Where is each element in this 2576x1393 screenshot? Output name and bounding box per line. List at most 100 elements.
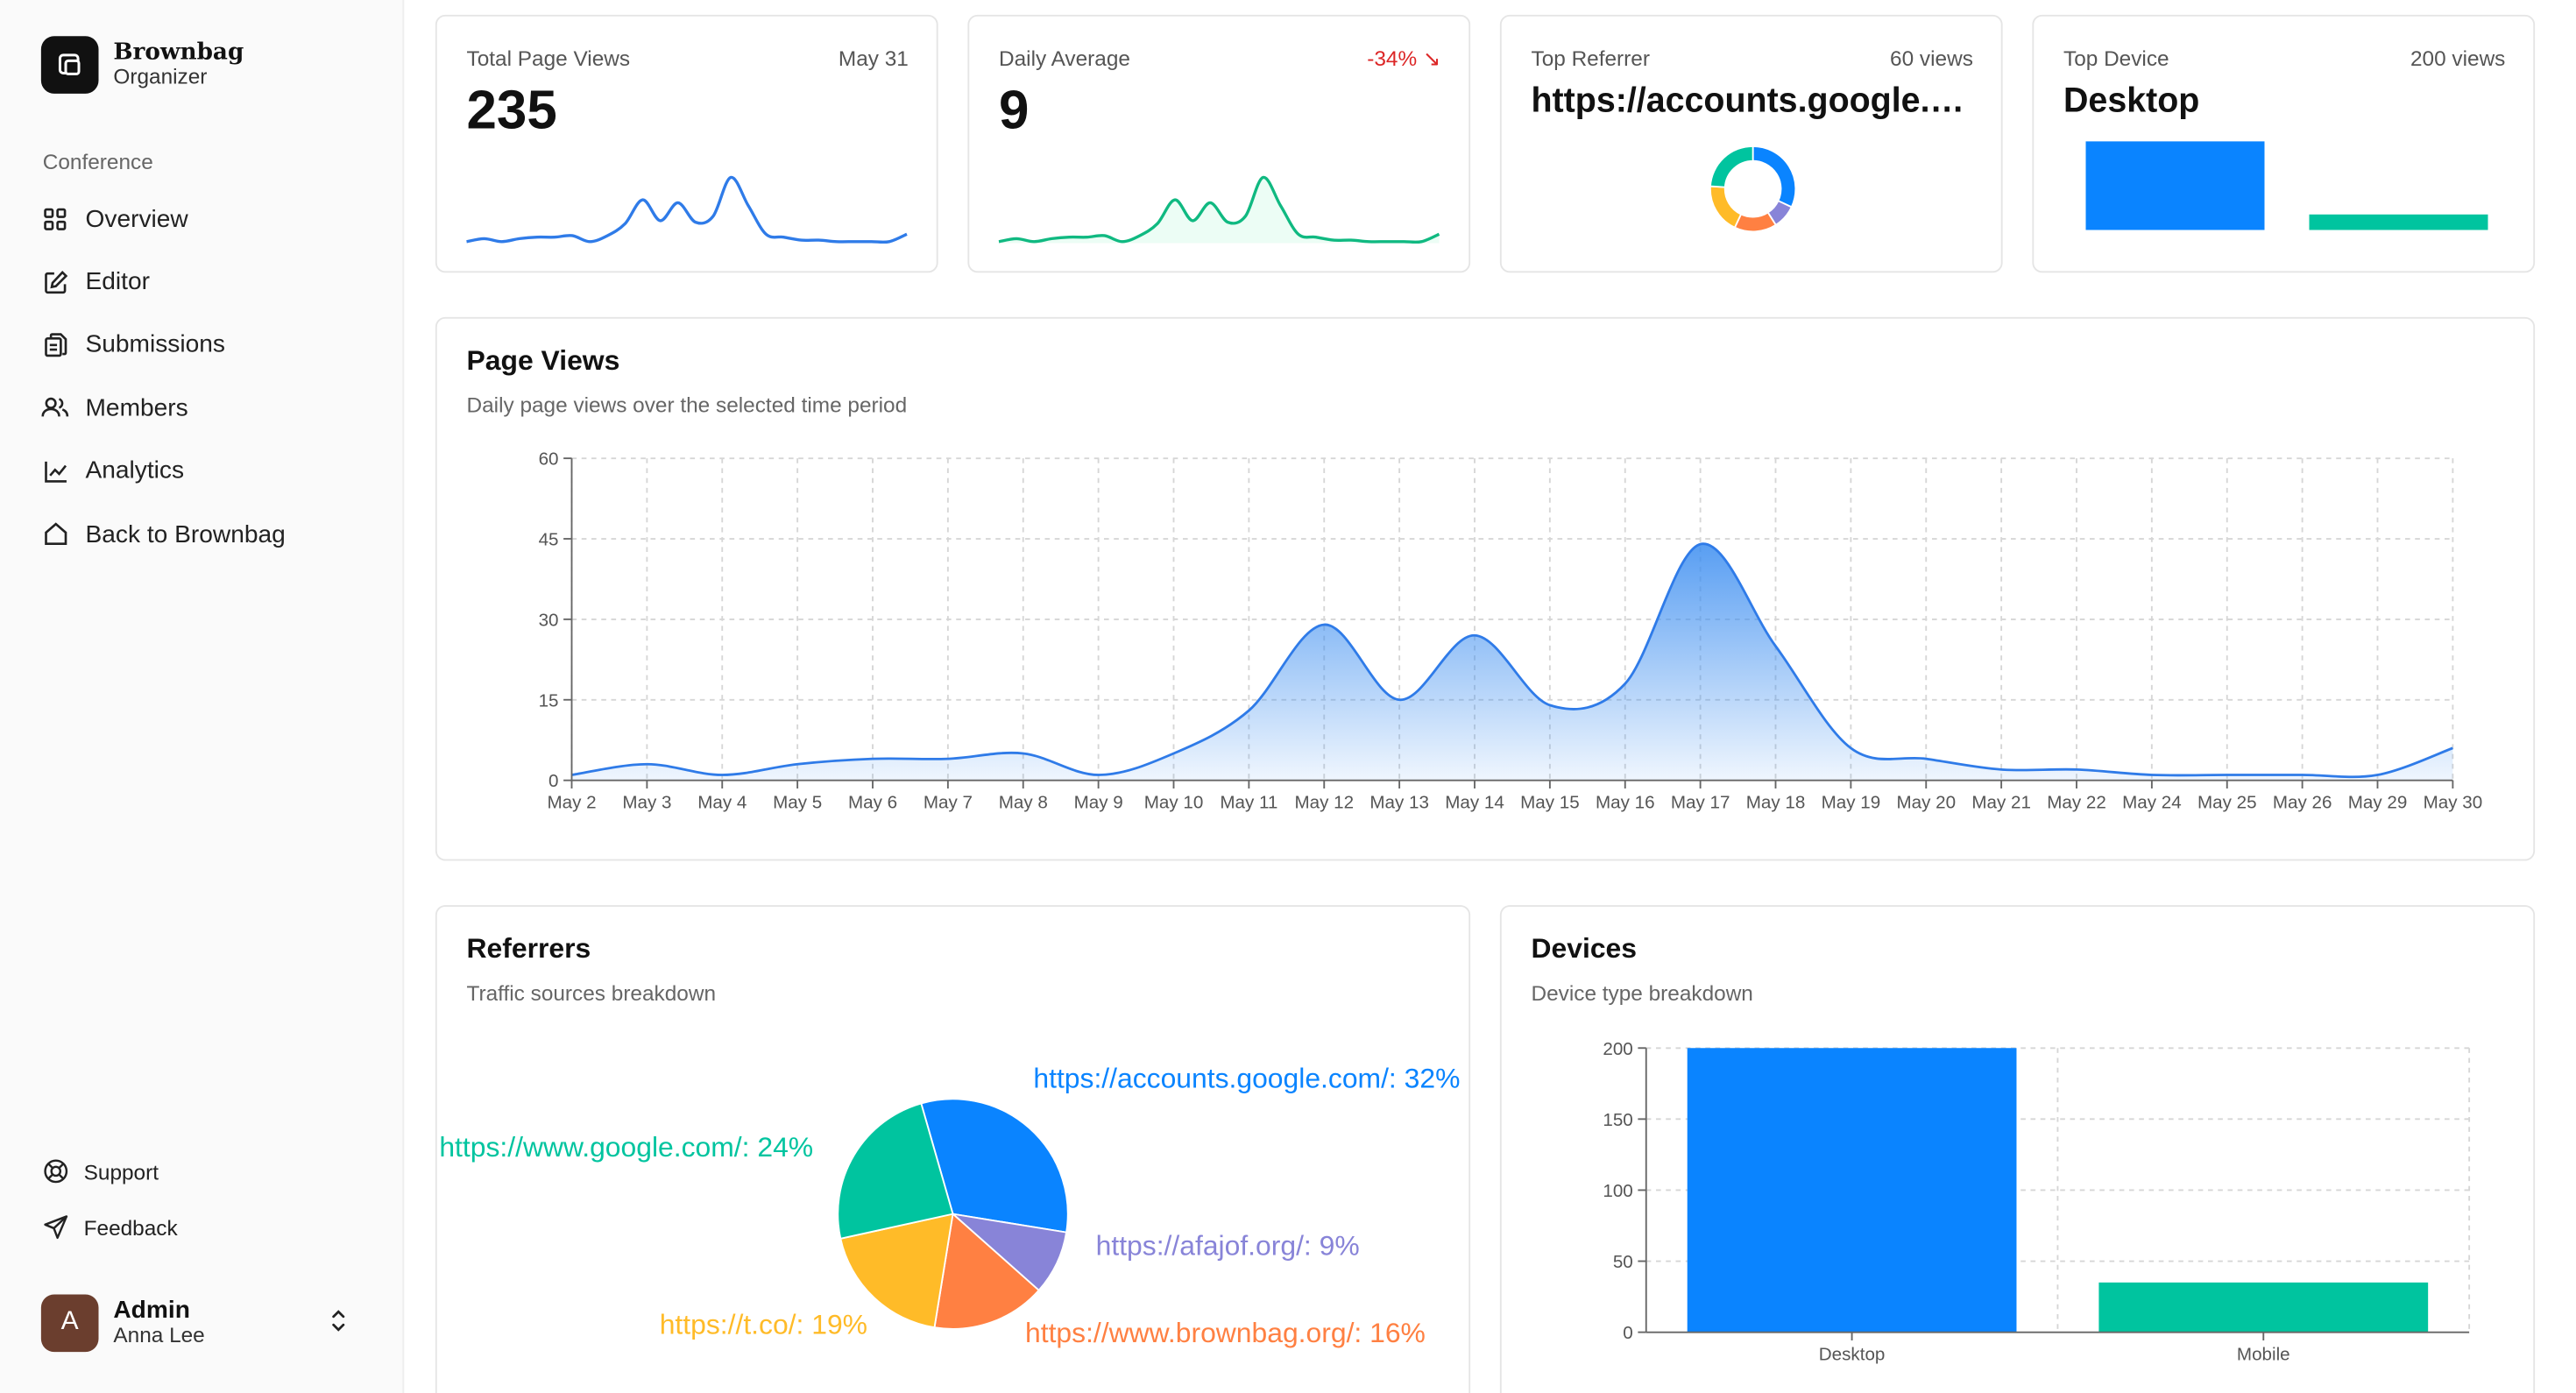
stat-card-total-views: Total Page Views May 31 235 bbox=[435, 14, 938, 273]
brand-subtitle: Organizer bbox=[113, 64, 208, 89]
lifebuoy-icon bbox=[41, 1157, 69, 1185]
x-tick-label: May 11 bbox=[1220, 793, 1277, 813]
y-tick-label: 200 bbox=[1603, 1039, 1632, 1059]
x-tick-label: May 22 bbox=[2047, 793, 2106, 813]
sidebar-item-label: Editor bbox=[85, 267, 150, 296]
x-tick-label: Mobile bbox=[2237, 1345, 2290, 1365]
referrers-card: Referrers Traffic sources breakdown http… bbox=[435, 905, 1471, 1393]
stat-label: Top Device bbox=[2063, 46, 2169, 71]
y-tick-label: 0 bbox=[1623, 1323, 1632, 1343]
y-tick-label: 0 bbox=[548, 771, 558, 791]
x-tick-label: May 29 bbox=[2348, 793, 2408, 813]
area-fill bbox=[571, 543, 2453, 781]
feedback-link[interactable]: Feedback bbox=[41, 1199, 370, 1255]
documents-icon bbox=[41, 331, 69, 359]
y-tick-label: 60 bbox=[539, 449, 559, 470]
chevrons-up-down-icon bbox=[329, 1306, 349, 1344]
x-tick-label: May 9 bbox=[1074, 793, 1123, 813]
devices-card: Devices Device type breakdown 0 50 100 150 2… bbox=[1499, 905, 2536, 1393]
x-tick-label: May 21 bbox=[1971, 793, 2031, 813]
sidebar-item-label: Members bbox=[85, 393, 188, 422]
stat-value: https://accounts.google.com/ bbox=[1531, 81, 1969, 120]
sidebar-nav: Overview Editor bbox=[41, 187, 370, 566]
sidebar-item-analytics[interactable]: Analytics bbox=[41, 440, 370, 503]
y-tick-label: 15 bbox=[539, 690, 559, 711]
pie-label: https://t.co/: 19% bbox=[660, 1309, 867, 1340]
brand-name: Brownbag bbox=[113, 39, 244, 66]
card-subtitle: Device type breakdown bbox=[1531, 980, 1753, 1006]
chart-line-icon bbox=[41, 457, 69, 485]
pie-slice bbox=[920, 1098, 1069, 1234]
stat-label: Total Page Views bbox=[466, 46, 631, 71]
x-tick-label: May 2 bbox=[547, 793, 596, 813]
x-tick-label: May 13 bbox=[1369, 793, 1429, 813]
stat-value: 9 bbox=[999, 79, 1030, 140]
sidebar: Brownbag Organizer Conference Overview bbox=[0, 0, 405, 1393]
brand[interactable]: Brownbag Organizer bbox=[40, 36, 244, 94]
page-views-card: Page Views Daily page views over the sel… bbox=[435, 316, 2536, 861]
x-tick-label: May 25 bbox=[2197, 793, 2257, 813]
feedback-label: Feedback bbox=[83, 1214, 178, 1240]
sidebar-item-overview[interactable]: Overview bbox=[41, 187, 370, 251]
mini-donut bbox=[1709, 145, 1797, 233]
x-tick-label: May 14 bbox=[1445, 793, 1504, 813]
card-subtitle: Daily page views over the selected time … bbox=[466, 392, 908, 418]
x-tick-label: May 18 bbox=[1746, 793, 1806, 813]
donut-segment bbox=[1709, 185, 1743, 229]
home-icon bbox=[41, 520, 69, 548]
pie-slice bbox=[839, 1213, 954, 1329]
stat-meta: 200 views bbox=[2410, 46, 2506, 71]
donut-segment bbox=[1709, 145, 1754, 188]
x-tick-label: May 12 bbox=[1294, 793, 1354, 813]
x-tick-label: May 10 bbox=[1144, 793, 1204, 813]
support-label: Support bbox=[83, 1158, 159, 1184]
y-tick-label: 100 bbox=[1603, 1181, 1632, 1201]
card-title: Page Views bbox=[466, 344, 620, 377]
x-tick-label: May 16 bbox=[1596, 793, 1655, 813]
stat-value: 235 bbox=[466, 79, 557, 140]
user-name: Anna Lee bbox=[113, 1322, 205, 1347]
sidebar-item-editor[interactable]: Editor bbox=[41, 251, 370, 314]
pie-label: https://afajof.org/: 9% bbox=[1096, 1230, 1360, 1262]
x-tick-label: May 4 bbox=[697, 793, 747, 813]
send-icon bbox=[41, 1213, 69, 1241]
y-tick-label: 150 bbox=[1603, 1110, 1632, 1130]
stat-card-top-referrer: Top Referrer 60 views https://accounts.g… bbox=[1499, 14, 2003, 273]
pie-label: https://accounts.google.com/: 32% bbox=[1033, 1062, 1460, 1093]
y-tick-label: 30 bbox=[539, 610, 559, 630]
stat-card-daily-average: Daily Average -34% ↘ 9 bbox=[967, 14, 1471, 273]
sidebar-item-back[interactable]: Back to Brownbag bbox=[41, 503, 370, 566]
bar bbox=[2098, 1282, 2429, 1333]
x-tick-label: May 3 bbox=[622, 793, 671, 813]
pie-slice bbox=[837, 1102, 954, 1240]
edit-icon bbox=[41, 268, 69, 296]
mini-bar bbox=[2085, 141, 2488, 230]
nav-group-label: Conference bbox=[42, 149, 153, 174]
y-tick-label: 45 bbox=[539, 530, 559, 550]
sidebar-item-label: Submissions bbox=[85, 330, 225, 359]
x-tick-label: May 26 bbox=[2273, 793, 2332, 813]
x-tick-label: May 6 bbox=[848, 793, 897, 813]
user-menu[interactable]: A Admin Anna Lee bbox=[40, 1293, 362, 1353]
page-views-chart: 0 15 30 45 60 May 2 May 3 May 4 May 5 May 6 May 7 M… bbox=[539, 449, 2483, 813]
stat-meta: 60 views bbox=[1890, 46, 1973, 71]
card-title: Devices bbox=[1531, 933, 1638, 965]
avatar: A bbox=[40, 1293, 99, 1352]
user-role: Admin bbox=[113, 1296, 190, 1325]
stat-value: Desktop bbox=[2063, 81, 2200, 120]
x-tick-label: May 17 bbox=[1671, 793, 1730, 813]
x-tick-label: May 30 bbox=[2424, 793, 2483, 813]
users-icon bbox=[41, 394, 69, 422]
pie-label: https://www.brownbag.org/: 16% bbox=[1025, 1317, 1426, 1348]
x-tick-label: May 19 bbox=[1822, 793, 1881, 813]
sidebar-item-label: Analytics bbox=[85, 456, 185, 485]
support-link[interactable]: Support bbox=[41, 1143, 370, 1199]
devices-bar-chart: 0 50 100 150 200 Desktop Mobile bbox=[1603, 1039, 2471, 1365]
stat-meta: May 31 bbox=[838, 46, 909, 71]
pie-label: https://www.google.com/: 24% bbox=[439, 1131, 813, 1163]
sidebar-item-submissions[interactable]: Submissions bbox=[41, 314, 370, 377]
card-title: Referrers bbox=[466, 933, 591, 965]
x-tick-label: May 24 bbox=[2122, 793, 2182, 813]
sidebar-item-members[interactable]: Members bbox=[41, 377, 370, 440]
